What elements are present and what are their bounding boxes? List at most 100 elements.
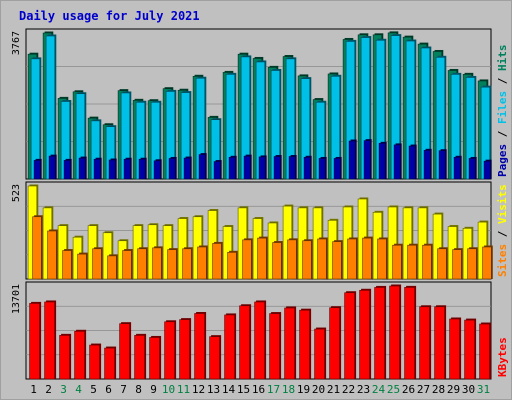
day-group-kbytes-19 — [299, 308, 312, 380]
day-group-hits-files-pages-19 — [297, 74, 312, 180]
bar-kbytes-face — [179, 319, 190, 380]
bar-pages-face — [483, 160, 491, 180]
bar-pages — [423, 148, 432, 180]
bar-pages — [48, 154, 57, 180]
bar-sites-face — [272, 242, 282, 280]
day-group-visits-sites-30 — [462, 226, 478, 280]
bar-kbytes-face — [59, 335, 70, 380]
bar-kbytes-face — [374, 287, 385, 380]
day-group-kbytes-2 — [44, 300, 57, 380]
day-group-kbytes-8 — [134, 333, 147, 380]
bar-sites-face — [137, 248, 147, 280]
legend-hits-files-pages: Pages / Files / Hits — [496, 45, 509, 178]
bar-kbytes-face — [119, 323, 130, 380]
bar-sites-face — [377, 238, 387, 280]
day-group-visits-sites-16 — [252, 217, 268, 280]
bar-sites-face — [437, 248, 447, 280]
bar-pages-face — [408, 145, 416, 180]
day-group-visits-sites-14 — [222, 225, 238, 280]
bar-pages — [363, 139, 372, 180]
legend-item-sites: Sites — [496, 244, 509, 277]
day-group-visits-sites-27 — [417, 206, 433, 280]
day-group-visits-sites-17 — [267, 221, 283, 280]
day-group-hits-files-pages-13 — [207, 115, 222, 180]
bar-kbytes-face — [299, 309, 310, 380]
day-group-kbytes-12 — [194, 311, 207, 380]
bar-kbytes — [119, 322, 132, 380]
day-group-kbytes-14 — [224, 313, 237, 380]
bar-pages — [63, 158, 72, 180]
bar-kbytes-face — [269, 313, 280, 380]
bar-kbytes — [254, 300, 267, 380]
x-tick-label-6: 6 — [105, 383, 112, 396]
day-group-hits-files-pages-17 — [267, 65, 282, 180]
bar-kbytes-face — [209, 336, 220, 380]
bar-pages — [378, 141, 387, 180]
bar-kbytes-face — [449, 318, 460, 380]
panels-layer: 3767 Pages / Files / Hits 523 Sites / Visit… — [11, 28, 509, 380]
bar-kbytes — [299, 308, 312, 380]
bar-pages — [288, 155, 297, 180]
bar-kbytes-face — [389, 285, 400, 380]
bar-sites — [32, 215, 43, 280]
bar-pages-face — [303, 156, 311, 180]
day-group-visits-sites-4 — [72, 235, 88, 280]
x-tick-label-12: 12 — [192, 383, 205, 396]
day-group-kbytes-24 — [374, 285, 387, 380]
bar-kbytes-face — [29, 303, 40, 380]
day-group-kbytes-11 — [179, 318, 192, 380]
bar-sites — [362, 236, 373, 280]
bar-kbytes — [389, 284, 402, 380]
bar-pages — [78, 156, 87, 180]
bar-kbytes-face — [44, 301, 55, 380]
bar-pages — [273, 155, 282, 180]
x-tick-label-10: 10 — [162, 383, 175, 396]
bar-kbytes-face — [434, 306, 445, 380]
bar-sites-face — [392, 244, 402, 280]
x-tick-label-4: 4 — [75, 383, 82, 396]
bar-kbytes-face — [194, 313, 205, 380]
bar-kbytes — [479, 322, 492, 380]
day-group-hits-files-pages-7 — [117, 89, 132, 180]
bar-pages-face — [258, 156, 266, 180]
bar-pages — [393, 143, 402, 180]
bar-pages-face — [228, 156, 236, 180]
bar-sites — [122, 249, 133, 280]
day-group-kbytes-21 — [329, 306, 342, 380]
bar-kbytes — [464, 318, 477, 380]
legend-separator: / — [496, 124, 509, 144]
day-group-visits-sites-6 — [102, 231, 118, 280]
bar-pages — [123, 157, 132, 180]
day-group-hits-files-pages-2 — [42, 31, 57, 180]
day-group-visits-sites-1 — [27, 184, 43, 280]
bar-pages-face — [138, 158, 146, 180]
bar-pages-face — [438, 150, 446, 180]
bar-kbytes — [74, 329, 87, 380]
bar-pages — [33, 158, 42, 180]
day-group-kbytes-23 — [359, 288, 372, 380]
bar-sites-face — [77, 253, 87, 280]
x-tick-label-25: 25 — [387, 383, 400, 396]
day-group-hits-files-pages-21 — [327, 72, 342, 180]
bar-pages — [318, 156, 327, 180]
bar-sites-face — [347, 238, 357, 280]
bar-sites-face — [332, 241, 342, 280]
bar-pages — [243, 154, 252, 180]
bar-sites — [272, 241, 283, 280]
bar-sites — [182, 247, 193, 280]
bar-sites — [47, 229, 58, 280]
day-group-visits-sites-23 — [357, 197, 373, 280]
bar-sites — [287, 238, 298, 280]
day-group-visits-sites-26 — [402, 206, 418, 280]
bar-kbytes — [224, 313, 237, 380]
bar-pages-face — [153, 160, 161, 180]
bar-sites — [77, 252, 88, 280]
bar-kbytes — [209, 335, 222, 380]
bar-sites-face — [227, 252, 237, 280]
day-group-kbytes-9 — [149, 335, 162, 380]
bar-pages — [333, 156, 342, 180]
x-tick-label-20: 20 — [312, 383, 325, 396]
day-group-hits-files-pages-8 — [132, 98, 147, 180]
bar-kbytes-face — [479, 323, 490, 380]
bar-kbytes-face — [314, 328, 325, 380]
